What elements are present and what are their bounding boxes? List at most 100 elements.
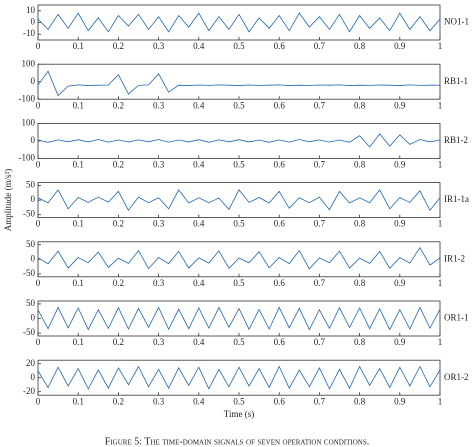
y-tick-label: -100 [19, 152, 36, 162]
x-tick-label: 0.8 [354, 396, 366, 406]
x-tick-label: 0.6 [274, 100, 286, 110]
x-tick-label: 0.3 [153, 100, 165, 110]
x-tick-label: 1 [438, 278, 443, 288]
x-tick-label: 0.7 [314, 337, 326, 347]
signal-line [37, 306, 441, 331]
series-label: RB1-2 [444, 135, 468, 145]
y-tick-label: 0 [31, 17, 36, 27]
x-tick-label: 0.9 [394, 41, 406, 51]
x-tick-label: 0.8 [354, 219, 366, 229]
signal-line [37, 246, 441, 270]
x-tick-label: 1 [438, 100, 443, 110]
x-tick-label: 0.7 [314, 41, 326, 51]
y-tick-label: 50 [26, 180, 36, 190]
plot-frame [37, 300, 441, 337]
x-tick-label: 0.5 [233, 278, 245, 288]
y-tick-label: 0 [31, 76, 36, 86]
x-tick-label: 1 [438, 159, 443, 169]
y-tick-label: 50 [26, 239, 36, 249]
series-label: IR1-1a [444, 194, 469, 204]
x-tick-label: 0.4 [193, 159, 205, 169]
x-tick-label: 0.7 [314, 159, 326, 169]
x-tick-label: 0.4 [193, 278, 205, 288]
y-tick-label: 0 [31, 372, 36, 382]
x-tick-label: 0.4 [193, 337, 205, 347]
signal-line [37, 189, 441, 212]
x-tick-label: 0.3 [153, 219, 165, 229]
x-tick-label: 0.6 [274, 396, 286, 406]
plot-frame [37, 241, 441, 278]
x-tick-label: 1 [438, 396, 443, 406]
y-tick-label: 50 [26, 298, 36, 308]
x-tick-label: 0.9 [394, 219, 406, 229]
y-tick-label: 0 [31, 253, 36, 263]
y-tick-label: 0 [31, 135, 36, 145]
x-tick-label: 0.7 [314, 396, 326, 406]
x-tick-label: 0.5 [233, 219, 245, 229]
y-tick-label: -10 [23, 28, 35, 38]
y-tick-label: 20 [26, 358, 36, 368]
x-tick-label: 0 [36, 100, 41, 110]
x-tick-label: 0.2 [113, 159, 124, 169]
x-tick-label: 0.9 [394, 100, 406, 110]
x-tick-label: 0.1 [73, 100, 84, 110]
plot-frame [37, 359, 441, 396]
x-tick-label: 0 [36, 337, 41, 347]
x-tick-label: 0.5 [233, 337, 245, 347]
y-tick-label: 100 [22, 58, 36, 68]
x-tick-label: 0.8 [354, 278, 366, 288]
x-tick-label: 0 [36, 219, 41, 229]
x-tick-label: 0.9 [394, 278, 406, 288]
x-tick-label: 0.1 [73, 396, 84, 406]
x-tick-label: 0.4 [193, 41, 205, 51]
x-tick-label: 0 [36, 396, 41, 406]
x-tick-label: 0 [36, 278, 41, 288]
x-tick-label: 0.6 [274, 337, 286, 347]
series-label: RB1-1 [444, 76, 468, 86]
x-tick-label: 0.6 [274, 278, 286, 288]
x-tick-label: 0.9 [394, 396, 406, 406]
x-tick-label: 0.9 [394, 337, 406, 347]
x-tick-label: 0.5 [233, 100, 245, 110]
x-tick-label: 0.2 [113, 278, 124, 288]
x-tick-label: 0.8 [354, 337, 366, 347]
x-tick-label: 1 [438, 337, 443, 347]
series-label: OR1-2 [444, 372, 469, 382]
x-tick-label: 0.4 [193, 100, 205, 110]
plot-frame [37, 4, 441, 41]
y-tick-label: -100 [19, 93, 36, 103]
y-tick-label: -50 [23, 209, 35, 219]
y-tick-label: 10 [26, 5, 36, 15]
signal-line [37, 12, 441, 33]
x-tick-label: 0 [36, 159, 41, 169]
x-tick-label: 1 [438, 41, 443, 51]
x-tick-label: 0.3 [153, 159, 165, 169]
series-label: OR1-1 [444, 313, 469, 323]
x-tick-label: 0.2 [113, 41, 124, 51]
x-tick-label: 0.8 [354, 100, 366, 110]
series-label: NO1-1 [444, 17, 469, 27]
x-tick-label: 0.9 [394, 159, 406, 169]
x-tick-label: 0.2 [113, 219, 124, 229]
signal-line [37, 133, 441, 148]
y-tick-label: -50 [23, 268, 35, 278]
x-tick-label: 0.6 [274, 219, 286, 229]
x-tick-label: 0.6 [274, 41, 286, 51]
y-tick-label: 0 [31, 194, 36, 204]
x-axis-label: Time (s) [224, 409, 254, 419]
x-tick-label: 0.6 [274, 159, 286, 169]
x-tick-label: 0.5 [233, 41, 245, 51]
x-tick-label: 0.3 [153, 278, 165, 288]
plot-frame [37, 123, 441, 159]
x-tick-label: 0.3 [153, 396, 165, 406]
x-tick-label: 0.3 [153, 337, 165, 347]
x-tick-label: 0.2 [113, 100, 124, 110]
y-tick-label: 0 [31, 313, 36, 323]
y-tick-label: -50 [23, 327, 35, 337]
x-tick-label: 0.8 [354, 41, 366, 51]
signal-line [37, 70, 440, 97]
x-tick-label: 0.1 [73, 41, 84, 51]
x-tick-label: 0.4 [193, 219, 205, 229]
x-tick-label: 0.4 [193, 396, 205, 406]
x-tick-label: 0.8 [354, 159, 366, 169]
